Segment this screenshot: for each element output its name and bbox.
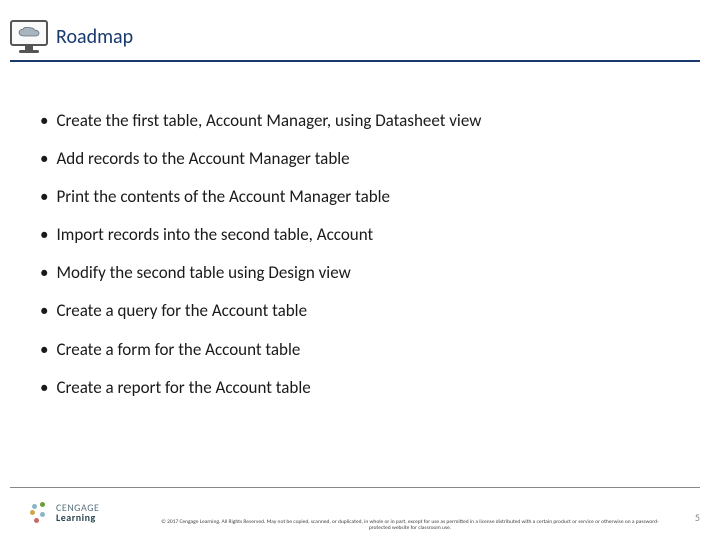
- bullet-text: Import records into the second table, Ac…: [56, 224, 373, 246]
- list-item: • Modify the second table using Design vi…: [40, 262, 680, 284]
- bullet-list: • Create the first table, Account Manager…: [40, 110, 680, 415]
- copyright-text: © 2017 Cengage Learning. All Rights Rese…: [160, 519, 660, 532]
- bullet-icon: •: [40, 377, 48, 399]
- bullet-text: Create a form for the Account table: [56, 339, 300, 361]
- cloud-monitor-icon: [10, 20, 48, 54]
- list-item: • Create a query for the Account table: [40, 300, 680, 322]
- bullet-text: Modify the second table using Design vie…: [56, 262, 350, 284]
- bullet-text: Create a query for the Account table: [56, 300, 307, 322]
- footer-divider: [10, 487, 700, 488]
- bullet-icon: •: [40, 186, 48, 208]
- slide: Roadmap • Create the first table, Account…: [0, 0, 720, 540]
- logo-text-bottom: Learning: [56, 513, 99, 523]
- bullet-icon: •: [40, 148, 48, 170]
- bullet-text: Create a report for the Account table: [56, 377, 310, 399]
- slide-header: Roadmap: [10, 20, 700, 54]
- list-item: • Create the first table, Account Manager…: [40, 110, 680, 132]
- bullet-text: Create the first table, Account Manager,…: [56, 110, 481, 132]
- header-divider: [10, 60, 700, 62]
- list-item: • Import records into the second table, A…: [40, 224, 680, 246]
- bullet-icon: •: [40, 262, 48, 284]
- bullet-icon: •: [40, 110, 48, 132]
- list-item: • Print the contents of the Account Manag…: [40, 186, 680, 208]
- bullet-text: Add records to the Account Manager table: [56, 148, 349, 170]
- list-item: • Add records to the Account Manager tabl…: [40, 148, 680, 170]
- bullet-icon: •: [40, 300, 48, 322]
- list-item: • Create a report for the Account table: [40, 377, 680, 399]
- logo-dots-icon: [30, 502, 52, 524]
- bullet-icon: •: [40, 339, 48, 361]
- bullet-text: Print the contents of the Account Manage…: [56, 186, 390, 208]
- slide-title: Roadmap: [56, 25, 133, 49]
- cengage-logo: CENGAGE Learning: [30, 502, 99, 524]
- bullet-icon: •: [40, 224, 48, 246]
- list-item: • Create a form for the Account table: [40, 339, 680, 361]
- page-number: 5: [695, 511, 700, 524]
